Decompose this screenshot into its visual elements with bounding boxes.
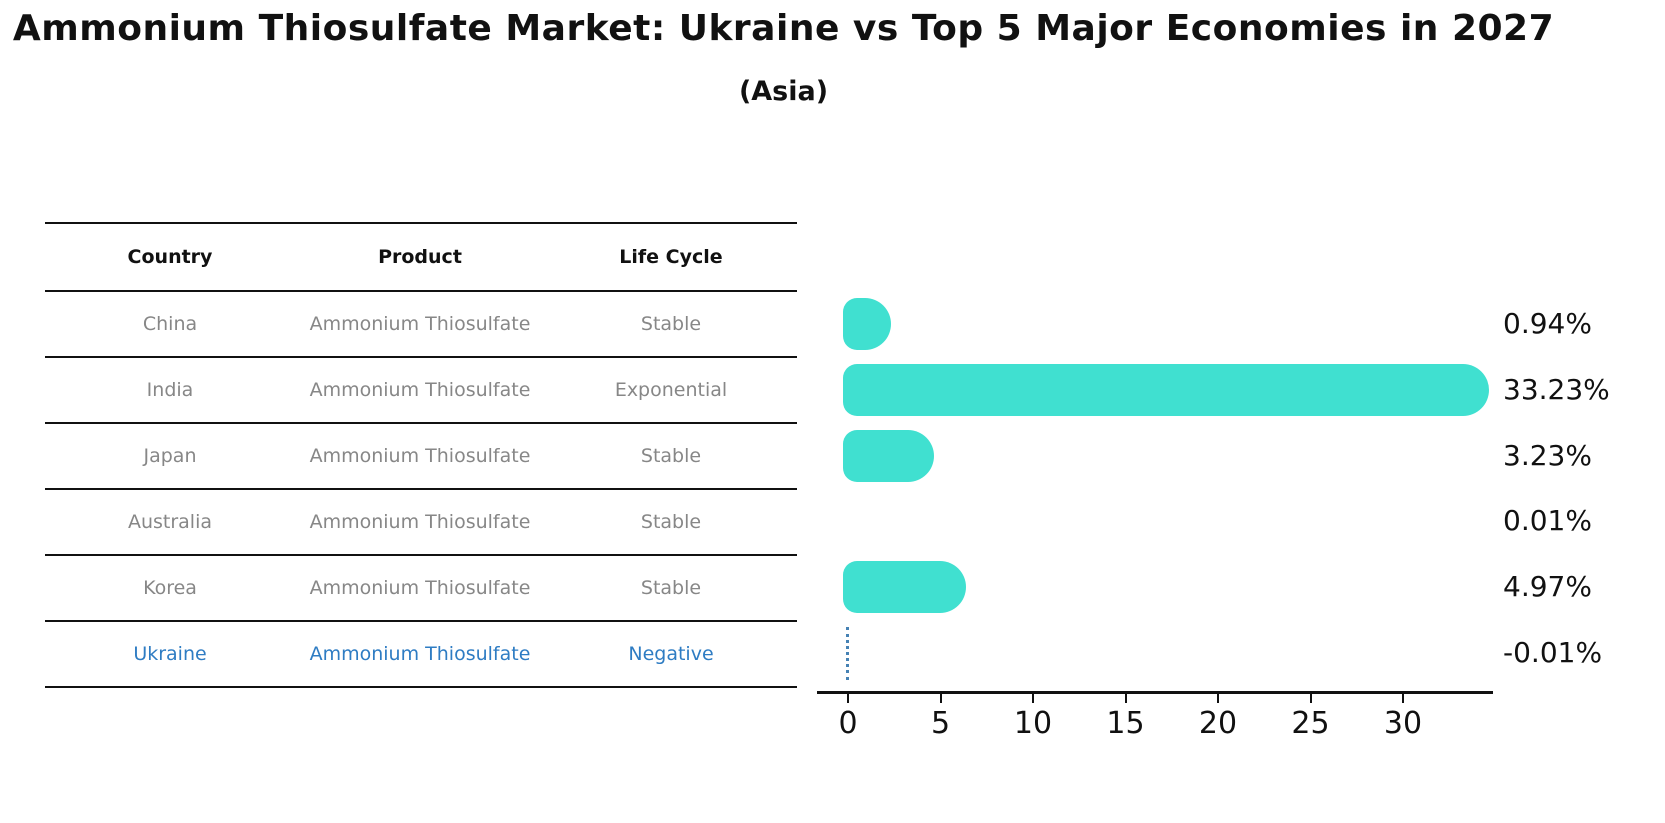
value-label-australia: 0.01% [1503, 504, 1592, 537]
x-tick-mark [1402, 694, 1404, 703]
table-row: China Ammonium Thiosulfate Stable [45, 291, 797, 358]
cell-life-cycle: Stable [545, 291, 797, 358]
cell-life-cycle: Negative [545, 621, 797, 688]
cell-life-cycle: Exponential [545, 357, 797, 424]
data-table: Country Product Life Cycle China Ammoniu… [45, 222, 797, 688]
value-label-india: 33.23% [1503, 373, 1610, 406]
bar-korea [843, 561, 966, 613]
x-tick-label: 20 [1198, 706, 1238, 741]
value-label-korea: 4.97% [1503, 570, 1592, 603]
value-label-china: 0.94% [1503, 307, 1592, 340]
table-row: Australia Ammonium Thiosulfate Stable [45, 489, 797, 556]
table-header-row: Country Product Life Cycle [45, 223, 797, 292]
table-row-ukraine-highlighted: Ukraine Ammonium Thiosulfate Negative [45, 621, 797, 688]
cell-country: India [45, 357, 295, 424]
cell-product: Ammonium Thiosulfate [295, 489, 545, 556]
cell-life-cycle: Stable [545, 555, 797, 622]
x-tick-label: 30 [1383, 706, 1423, 741]
cell-country: Ukraine [45, 621, 295, 688]
x-tick-label: 0 [838, 706, 858, 741]
bar-china [843, 298, 891, 350]
x-tick-mark [1032, 694, 1034, 703]
cell-country: Korea [45, 555, 295, 622]
value-label-japan: 3.23% [1503, 439, 1592, 472]
chart-title: Ammonium Thiosulfate Market: Ukraine vs … [12, 8, 1555, 49]
value-label-ukraine: -0.01% [1503, 636, 1603, 669]
chart-subtitle: (Asia) [738, 76, 829, 107]
cell-country: Australia [45, 489, 295, 556]
cell-product: Ammonium Thiosulfate [295, 423, 545, 490]
x-tick-mark [847, 694, 849, 703]
col-header-life-cycle: Life Cycle [545, 223, 797, 292]
x-tick-label: 5 [930, 706, 951, 741]
cell-life-cycle: Stable [545, 423, 797, 490]
x-axis-line [817, 691, 1493, 694]
table-row: Korea Ammonium Thiosulfate Stable [45, 555, 797, 622]
cell-country: China [45, 291, 295, 358]
x-tick-label: 10 [1013, 706, 1053, 741]
cell-product: Ammonium Thiosulfate [295, 621, 545, 688]
col-header-product: Product [295, 223, 545, 292]
cell-country: Japan [45, 423, 295, 490]
bar-japan [843, 430, 934, 482]
table-row: India Ammonium Thiosulfate Exponential [45, 357, 797, 424]
x-tick-label: 25 [1291, 706, 1330, 741]
cell-product: Ammonium Thiosulfate [295, 357, 545, 424]
table-row: Japan Ammonium Thiosulfate Stable [45, 423, 797, 490]
bar-india [843, 364, 1489, 416]
cell-life-cycle: Stable [545, 489, 797, 556]
x-tick-mark [1124, 694, 1127, 703]
col-header-country: Country [45, 223, 295, 292]
negative-bar-marker-ukraine [846, 627, 849, 680]
x-tick-mark [1217, 694, 1219, 703]
x-tick-mark [1309, 694, 1312, 703]
cell-product: Ammonium Thiosulfate [295, 291, 545, 358]
cell-product: Ammonium Thiosulfate [295, 555, 545, 622]
x-tick-label: 15 [1106, 706, 1145, 741]
x-tick-mark [939, 694, 942, 703]
